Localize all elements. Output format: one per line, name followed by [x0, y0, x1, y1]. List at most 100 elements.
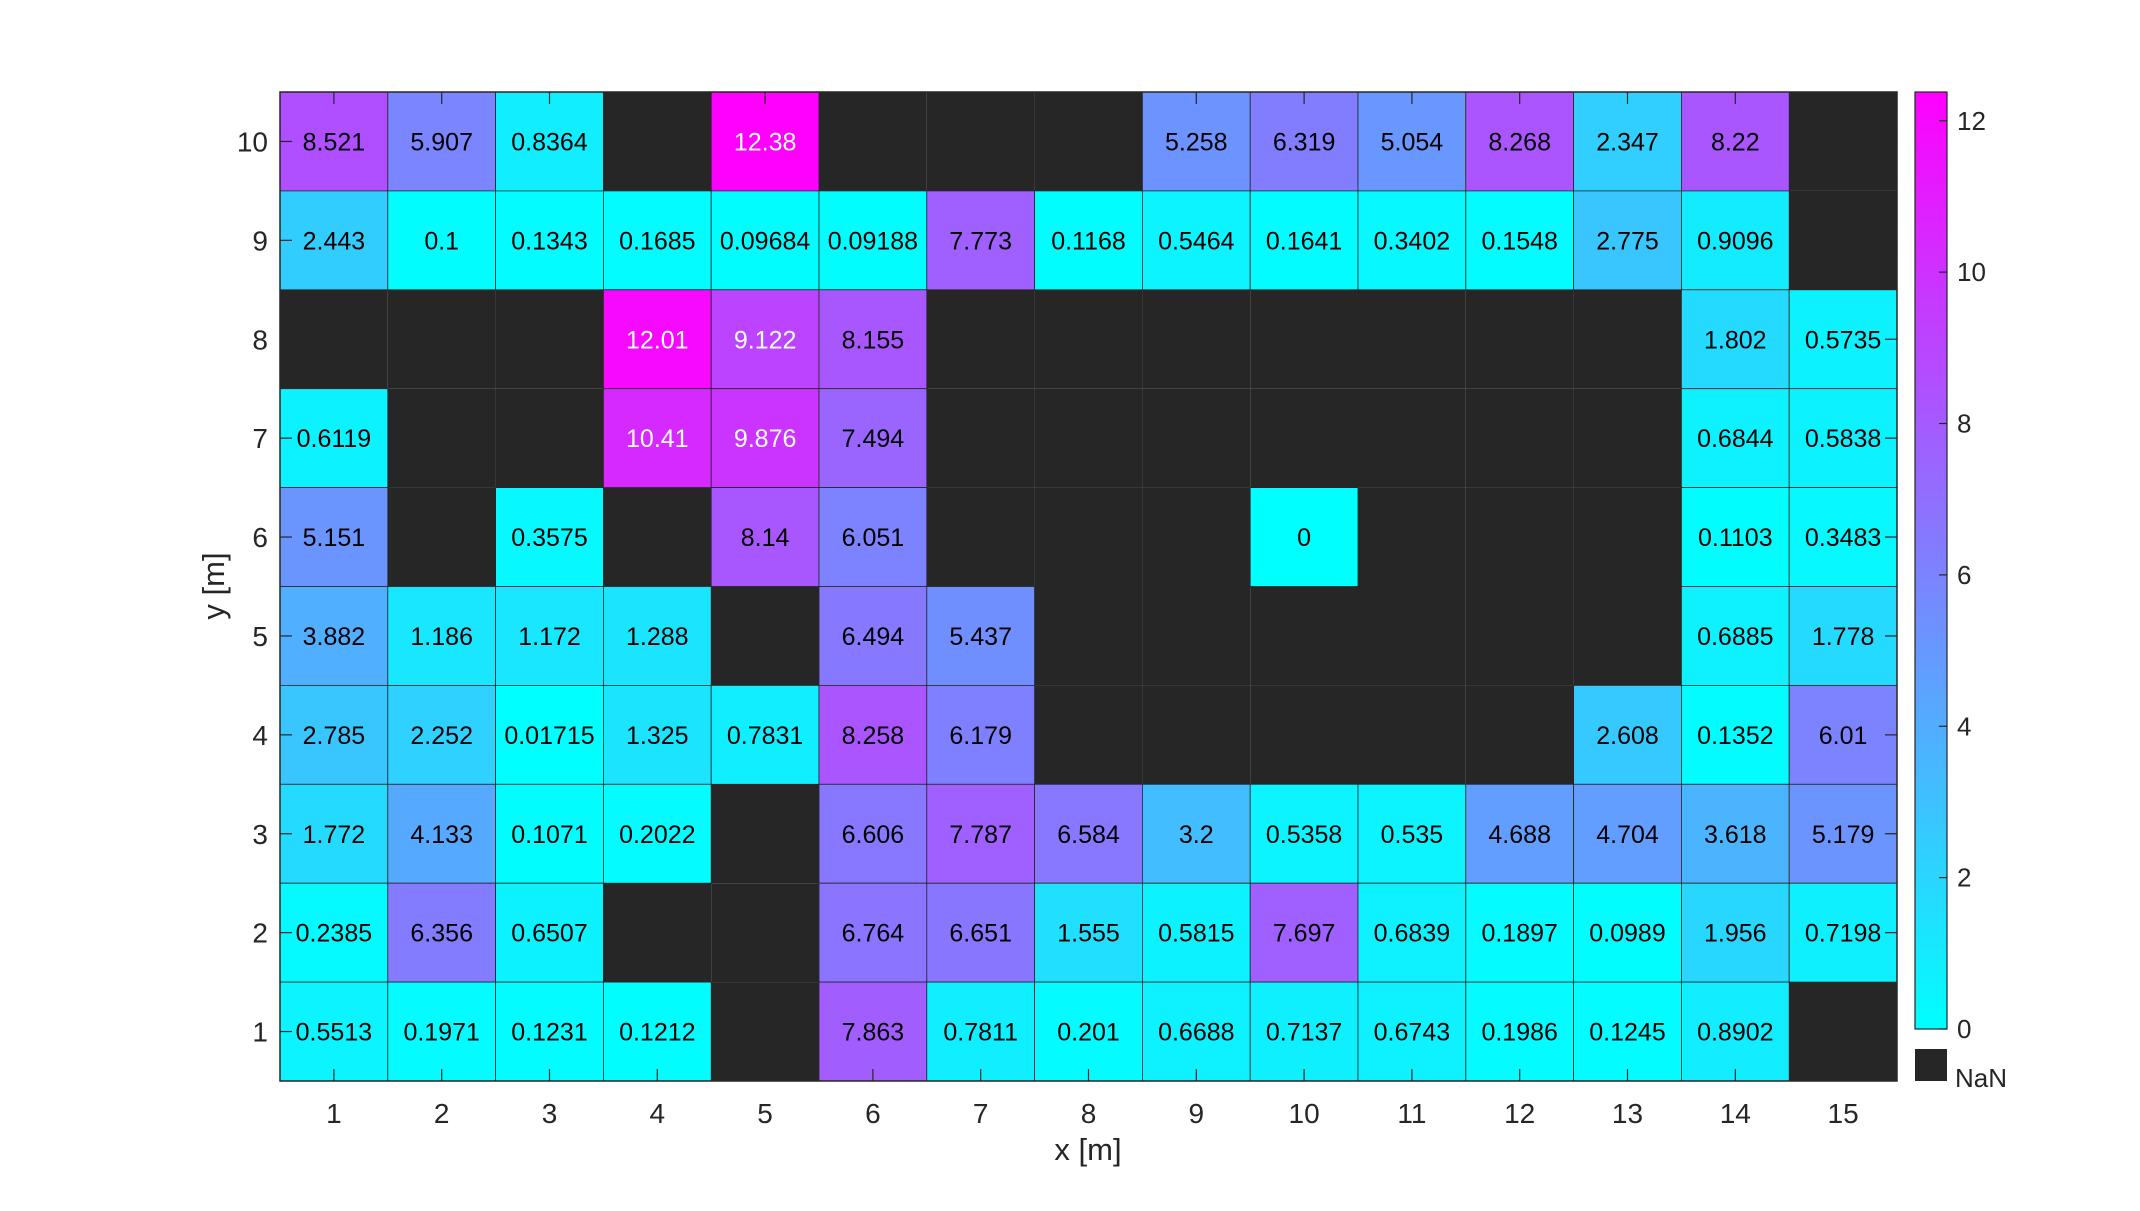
- cell-value-label: 1.288: [626, 623, 689, 651]
- heatmap-cell: [710, 487, 820, 587]
- heatmap-cell: [1357, 190, 1467, 291]
- cell-value-label: 3.2: [1179, 821, 1214, 849]
- x-tick-label: 2: [434, 1098, 450, 1129]
- heatmap-cell: [1142, 190, 1251, 291]
- heatmap-cells: [279, 91, 1898, 1082]
- heatmap-cell: [1034, 190, 1143, 291]
- heatmap-cell: [603, 685, 712, 785]
- cell-value-label: 0.1: [424, 227, 459, 255]
- cell-value-label: 0: [1297, 524, 1311, 552]
- heatmap-cell: [279, 783, 389, 884]
- x-tick-label: 7: [973, 1098, 989, 1129]
- heatmap-cell: [1681, 981, 1790, 1082]
- heatmap-cell: [1788, 289, 1898, 390]
- cell-value-label: 1.802: [1704, 326, 1767, 354]
- cell-value-label: 0.1548: [1481, 227, 1557, 255]
- cell-value-label: 0.1897: [1481, 920, 1557, 948]
- heatmap-cell: [818, 783, 928, 884]
- heatmap-cell: [279, 685, 389, 785]
- cell-value-label: 7.773: [949, 227, 1012, 255]
- heatmap-cell-nan: [1789, 982, 1897, 1081]
- x-tick-label: 11: [1397, 1098, 1426, 1129]
- heatmap-cell: [1142, 882, 1251, 983]
- heatmap-cell: [279, 882, 389, 983]
- cell-value-label: 0.7137: [1266, 1019, 1342, 1047]
- cell-value-label: 6.179: [949, 722, 1012, 750]
- heatmap-cell-nan: [819, 92, 927, 191]
- heatmap-cell-nan: [1034, 685, 1143, 785]
- heatmap-cell-nan: [1034, 586, 1143, 686]
- cell-value-label: 0.6507: [511, 920, 587, 948]
- colorbar-tick-label: 10: [1957, 257, 1986, 287]
- heatmap-cell: [279, 91, 389, 192]
- heatmap-cell: [710, 190, 820, 291]
- heatmap-cell-nan: [1142, 586, 1251, 686]
- cell-value-label: 8.14: [741, 524, 790, 552]
- heatmap-cell-nan: [603, 92, 712, 191]
- heatmap-cell-nan: [926, 289, 1035, 389]
- y-tick-label: 2: [252, 918, 268, 949]
- heatmap-cell: [387, 586, 496, 686]
- heatmap-cell: [387, 981, 496, 1082]
- cell-value-label: 6.356: [410, 920, 473, 948]
- heatmap-cell: [279, 586, 389, 686]
- y-tick-label: 10: [237, 126, 268, 157]
- y-tick-label: 5: [252, 621, 268, 652]
- heatmap-cell: [818, 685, 928, 785]
- cell-value-label: 6.651: [949, 920, 1012, 948]
- heatmap-cell-nan: [711, 883, 819, 983]
- cell-value-label: 3.618: [1704, 821, 1767, 849]
- cell-value-label: 6.051: [842, 524, 905, 552]
- cell-value-label: 8.155: [842, 326, 905, 354]
- cell-value-label: 6.494: [842, 623, 905, 651]
- x-tick-label: 1: [326, 1098, 342, 1129]
- heatmap-cell: [495, 487, 604, 587]
- heatmap-cell: [1573, 190, 1682, 291]
- heatmap-cell: [1034, 981, 1143, 1082]
- y-tick-label: 6: [252, 522, 268, 553]
- cell-value-label: 12.01: [626, 326, 689, 354]
- cell-value-label: 0.1641: [1266, 227, 1342, 255]
- cell-value-label: 0.0989: [1589, 920, 1665, 948]
- cell-value-label: 0.5513: [296, 1019, 372, 1047]
- heatmap-cell-nan: [1573, 388, 1682, 488]
- heatmap-cell-nan: [1358, 586, 1466, 686]
- cell-value-label: 6.319: [1273, 128, 1336, 156]
- cell-value-label: 5.151: [303, 524, 366, 552]
- heatmap-cell-nan: [1465, 487, 1574, 587]
- cell-value-label: 0.1971: [403, 1019, 479, 1047]
- cell-value-label: 0.5838: [1805, 425, 1881, 453]
- cell-value-label: 0.1685: [619, 227, 695, 255]
- y-tick-label: 1: [252, 1017, 268, 1048]
- cell-value-label: 2.775: [1596, 227, 1659, 255]
- heatmap-cell: [926, 190, 1035, 291]
- cell-value-label: 7.494: [842, 425, 905, 453]
- heatmap-cell-nan: [1358, 388, 1466, 488]
- heatmap-cell: [1681, 783, 1790, 884]
- cell-value-label: 9.122: [734, 326, 797, 354]
- heatmap-cell: [603, 981, 712, 1082]
- heatmap-cell: [387, 882, 496, 983]
- heatmap-cell: [603, 190, 712, 291]
- heatmap-cell-nan: [603, 883, 712, 983]
- x-tick-label: 6: [865, 1098, 881, 1129]
- heatmap-cell-nan: [1034, 487, 1143, 587]
- x-tick-label: 10: [1289, 1098, 1320, 1129]
- cell-value-labels: 8.521 5.907 0.8364 12.38 5.258 6.319 5.054 8.26…: [296, 128, 1882, 1046]
- colorbar-tick-label: 2: [1957, 863, 1971, 893]
- heatmap-cell-nan: [1789, 190, 1897, 290]
- cell-value-label: 0.5735: [1805, 326, 1881, 354]
- heatmap-cell: [495, 685, 604, 785]
- cell-value-label: 7.697: [1273, 920, 1336, 948]
- y-tick-label: 9: [252, 225, 268, 256]
- cell-value-label: 1.172: [518, 623, 581, 651]
- heatmap-cell: [818, 882, 928, 983]
- heatmap-cell: [1681, 487, 1790, 587]
- x-tick-label: 3: [542, 1098, 558, 1129]
- cell-value-label: 0.09188: [828, 227, 918, 255]
- heatmap-cell: [710, 388, 820, 489]
- heatmap-cell: [1142, 783, 1251, 884]
- heatmap-cell-nan: [711, 982, 819, 1081]
- heatmap-cell-nan: [711, 784, 819, 884]
